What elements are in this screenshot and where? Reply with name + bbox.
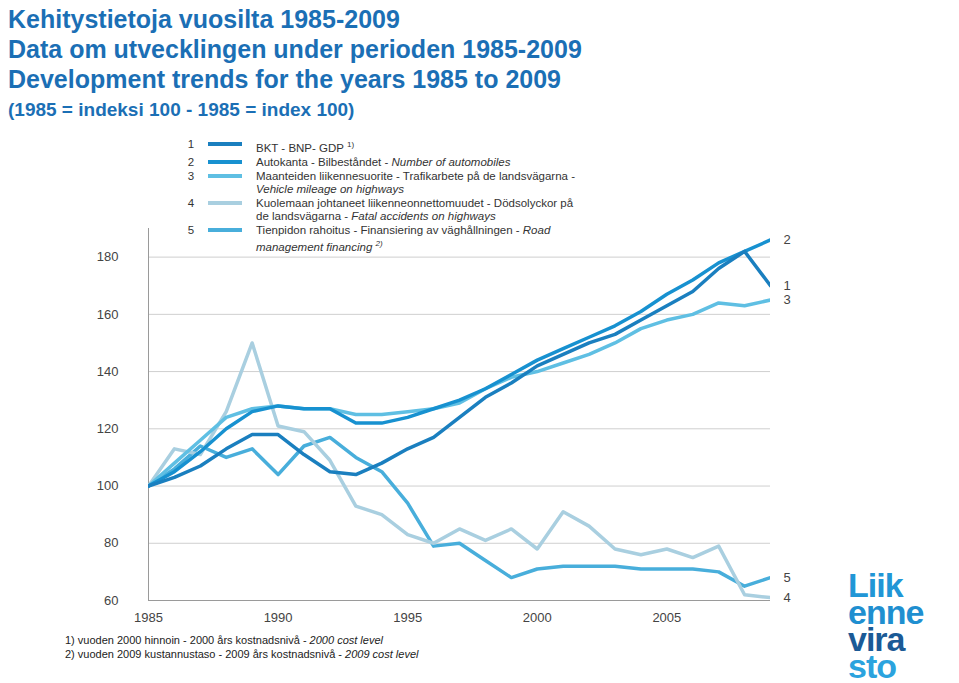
svg-text:180: 180: [97, 249, 119, 264]
html-text:5: 5: [187, 223, 195, 236]
svg-text:2000: 2000: [523, 610, 552, 625]
svg-text:1995: 1995: [393, 610, 422, 625]
html-text:4: 4: [187, 196, 195, 209]
svg-text:160: 160: [97, 307, 119, 322]
svg-text:3: 3: [784, 292, 791, 307]
svg-text:100: 100: [97, 478, 119, 493]
html-text:1) vuoden 2000 hinnoin - 2000: 1) vuoden 2000 hinnoin - 2000 års kostna…: [65, 634, 383, 646]
html-text:2) vuoden 2009 kustannustaso -: 2) vuoden 2009 kustannustaso - 2009 års …: [65, 648, 419, 660]
html-text:3: 3: [187, 169, 195, 182]
svg-text:1990: 1990: [264, 610, 293, 625]
html-text:Maanteiden liikennesuorite - T: Maanteiden liikennesuorite - Trafikarbet…: [256, 169, 575, 182]
svg-text:1985: 1985: [134, 610, 163, 625]
html-text:Data om utvecklingen under per: Data om utvecklingen under perioden 1985…: [8, 35, 582, 63]
html-text:Liik: Liik: [848, 566, 903, 604]
html-text:Tienpidon rahoitus - Finansier: Tienpidon rahoitus - Finansiering av väg…: [256, 223, 551, 253]
html-text:Kuolemaan johtaneet liikenneon: Kuolemaan johtaneet liikenneonnettomuude…: [256, 196, 574, 222]
svg-text:80: 80: [104, 535, 118, 550]
svg-text:5: 5: [784, 570, 791, 585]
svg-text:4: 4: [784, 590, 791, 605]
html-text:Development trends for the yea: Development trends for the years 1985 to…: [8, 65, 561, 93]
html-text:2: 2: [187, 155, 195, 168]
svg-text:140: 140: [97, 364, 119, 379]
html-text:enne: enne: [848, 593, 924, 631]
html-text:Autokanta - Bilbeståndet - Num: Autokanta - Bilbeståndet - Number of aut…: [256, 155, 511, 168]
html-text:Kehitystietoja vuosilta 1985-2: Kehitystietoja vuosilta 1985-2009: [8, 5, 400, 33]
html-text:(1985 = indeksi 100 - 1985 = i: (1985 = indeksi 100 - 1985 = index 100): [8, 99, 355, 120]
svg-text:60: 60: [104, 593, 118, 608]
svg-text:1: 1: [784, 278, 791, 293]
html-text:1: 1: [187, 138, 195, 150]
svg-text:2005: 2005: [652, 610, 681, 625]
html-text:vira: vira: [848, 620, 905, 658]
svg-text:120: 120: [97, 421, 119, 436]
svg-text:2: 2: [784, 232, 791, 247]
html-text:BKT - BNP- GDP1): BKT - BNP- GDP1): [256, 140, 355, 154]
html-text:Vehicle mileage on highways: Vehicle mileage on highways: [256, 182, 404, 195]
